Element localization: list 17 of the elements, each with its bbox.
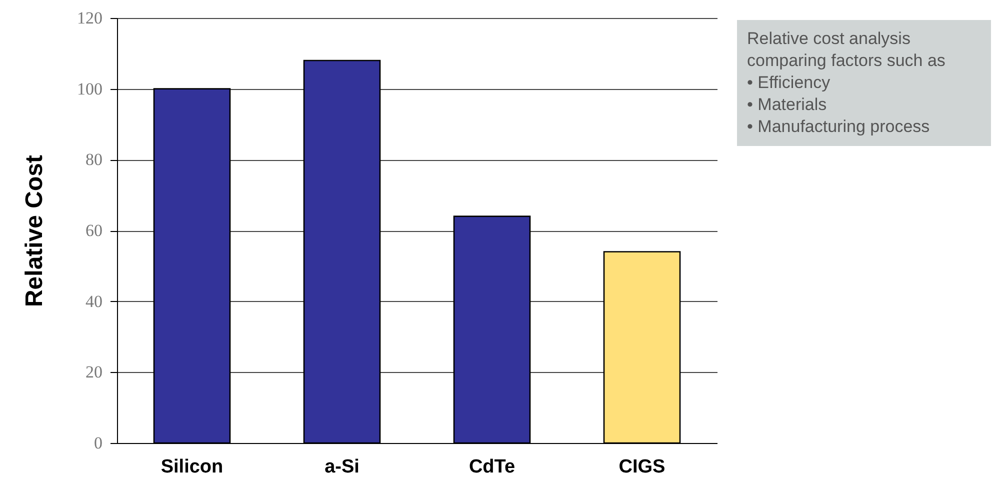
text: comparing factors such as — [747, 50, 946, 72]
y-tick-label: 120 — [77, 8, 102, 28]
y-tick-label: 80 — [86, 150, 102, 170]
x-tick-label: a-Si — [324, 456, 360, 478]
x-tick-label: CdTe — [468, 456, 516, 478]
text: • Manufacturing process — [747, 116, 931, 138]
y-tick-label: 20 — [86, 362, 102, 382]
y-axis-title: Relative Cost — [21, 154, 48, 308]
x-tick-label: Silicon — [160, 456, 224, 478]
text: • Materials — [747, 94, 828, 116]
y-tick-label: 40 — [86, 292, 102, 311]
y-tick-label: 0 — [94, 434, 102, 452]
text: Relative cost analysis — [747, 28, 912, 50]
text: • Efficiency — [747, 72, 832, 94]
x-tick-label: CIGS — [618, 456, 666, 478]
y-tick-label: 100 — [77, 79, 102, 98]
y-tick-label: 60 — [86, 221, 102, 240]
